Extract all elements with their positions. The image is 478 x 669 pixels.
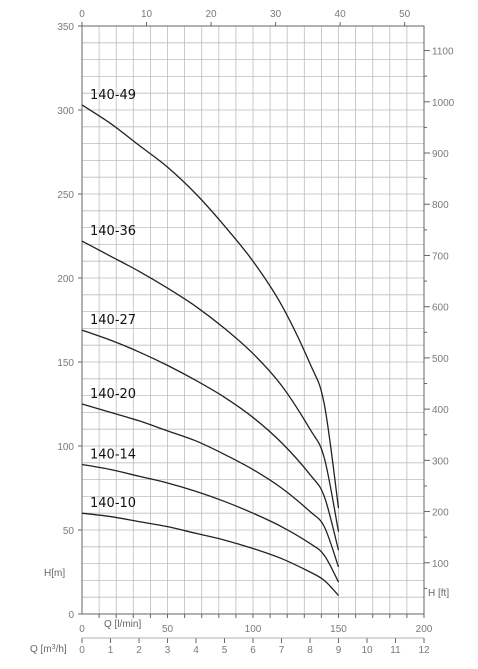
tick-label-q-m3h: 5: [222, 645, 228, 656]
tick-label-q-m3h: 4: [193, 645, 199, 656]
tick-label-q-lmin: 50: [162, 624, 174, 635]
tick-label-h-ft: 600: [432, 303, 449, 314]
tick-label-q-m3h: 11: [390, 645, 401, 656]
x-axis-label-lmin: Q [l/min]: [104, 619, 141, 630]
tick-label-h-m: 150: [57, 358, 74, 369]
tick-label-h-ft: 1000: [432, 98, 455, 109]
tick-label-h-m: 200: [57, 274, 74, 285]
tick-label-q-lmin: 200: [416, 624, 433, 635]
tick-label-q-m3h: 7: [279, 645, 285, 656]
axis-ticks: 0501001502002503003501002003004005006007…: [57, 9, 454, 656]
tick-label-q-lmin: 0: [79, 624, 85, 635]
tick-label-top: 20: [205, 9, 217, 20]
tick-label-q-m3h: 3: [165, 645, 171, 656]
tick-label-h-ft: 400: [432, 405, 449, 416]
curve-140-49: [81, 104, 340, 509]
curve-label-140-36: 140-36: [90, 224, 136, 239]
curve-label-140-27: 140-27: [90, 313, 136, 328]
tick-label-h-ft: 100: [432, 559, 449, 570]
tick-label-h-ft: 1100: [432, 47, 454, 58]
curve-140-20: [81, 403, 340, 568]
tick-label-q-m3h: 1: [108, 645, 114, 656]
tick-label-top: 50: [399, 9, 411, 20]
tick-label-q-lmin: 150: [330, 624, 347, 635]
curve-label-140-10: 140-10: [90, 496, 136, 511]
x-axis-label-m3h-prefix: Q [m: [30, 644, 52, 655]
x-axis-label-m3h: Q [m3/h]: [30, 644, 67, 656]
curve-140-27: [81, 329, 340, 551]
tick-label-h-m: 0: [68, 610, 74, 621]
tick-label-top: 40: [335, 9, 347, 20]
curve-label-140-20: 140-20: [90, 387, 136, 402]
tick-label-h-ft: 200: [432, 508, 449, 519]
curve-140-10: [81, 512, 339, 596]
tick-label-q-lmin: 100: [245, 624, 262, 635]
x-axis-label-m3h-suffix: /h]: [56, 644, 67, 655]
tick-label-q-m3h: 12: [418, 645, 430, 656]
y-axis-label-m: H[m]: [44, 568, 65, 579]
tick-label-h-ft: 800: [432, 200, 449, 211]
tick-label-q-m3h: 10: [361, 645, 373, 656]
tick-label-h-ft: 900: [432, 149, 449, 160]
tick-label-h-m: 50: [63, 526, 75, 537]
x-axis-label-m3h-sup: 3: [52, 644, 56, 651]
labels: 140-49 140-36 140-27 140-20 140-14 140-10: [90, 88, 136, 511]
tick-label-h-m: 100: [57, 442, 74, 453]
tick-label-q-m3h: 9: [336, 645, 342, 656]
tick-label-h-m: 350: [57, 22, 74, 33]
curve-140-14: [81, 463, 340, 583]
curve-label-140-49: 140-49: [90, 88, 136, 103]
curve-label-140-14: 140-14: [90, 447, 136, 462]
curve-140-36: [81, 240, 340, 532]
tick-label-h-ft: 300: [432, 456, 449, 467]
grid: [82, 26, 424, 614]
tick-label-top: 30: [270, 9, 282, 20]
curves: [81, 104, 340, 596]
tick-label-h-m: 300: [57, 106, 74, 117]
tick-label-q-m3h: 8: [307, 645, 313, 656]
tick-label-h-m: 250: [57, 190, 74, 201]
tick-label-q-m3h: 0: [79, 645, 85, 656]
tick-label-q-m3h: 6: [250, 645, 256, 656]
tick-label-q-m3h: 2: [136, 645, 142, 656]
tick-label-h-ft: 500: [432, 354, 449, 365]
tick-label-h-ft: 700: [432, 251, 449, 262]
y-axis-label-ft: H [ft]: [428, 588, 449, 599]
tick-label-top: 0: [79, 9, 85, 20]
tick-label-top: 10: [141, 9, 153, 20]
